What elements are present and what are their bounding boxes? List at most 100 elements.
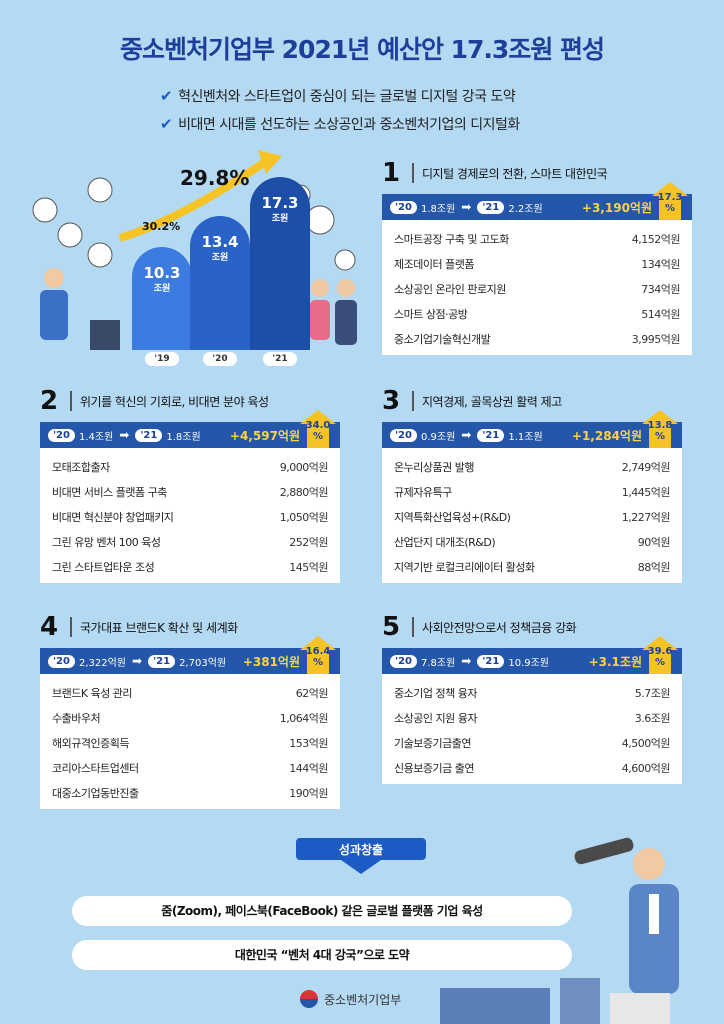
- year-label: '21: [263, 352, 297, 366]
- up-arrow-icon: 39.6%: [642, 636, 678, 676]
- item-name: 신용보증기금 출연: [394, 761, 474, 775]
- budget-2021: 1.1조원: [508, 431, 543, 443]
- budget-2020: 0.9조원: [420, 431, 456, 443]
- city-harbor-illustration: [440, 978, 670, 1024]
- section-5: 5 사회안전망으로서 정책금융 강화 '20 7.8조원 ➡ '21 10.9조원 +3.1조…: [382, 612, 682, 784]
- item-amount: 9,000억원: [279, 460, 329, 474]
- year-pill-2020: '20: [390, 428, 417, 442]
- item-amount: 3.6조원: [634, 711, 671, 725]
- growth-percent: 13.8%: [647, 420, 673, 442]
- section-divider: [412, 617, 414, 637]
- item-amount: 1,227억원: [621, 510, 671, 524]
- item-amount: 3,995억원: [631, 332, 681, 346]
- up-arrow-icon: 17.3%: [652, 182, 688, 222]
- list-item: 소상공인 온라인 판로지원 734억원: [394, 276, 680, 301]
- taegeuk-icon: [300, 990, 318, 1008]
- item-name: 코리아스타트업센터: [52, 761, 139, 775]
- item-name: 지역특화산업육성+(R&D): [394, 510, 511, 524]
- section-title: 국가대표 브랜드K 확산 및 세계화: [80, 620, 238, 635]
- subtitle-text: 혁신벤처와 스타트업이 중심이 되는 글로벌 디지털 강국 도약: [178, 89, 516, 105]
- section-1: 1 디지털 경제로의 전환, 스마트 대한민국 '20 1.8조원 ➡ '21 2.2조원 +…: [382, 158, 692, 355]
- check-icon: ✔: [160, 87, 173, 105]
- budget-increase: +1,284억원: [571, 428, 642, 443]
- item-name: 중소기업기술혁신개발: [394, 332, 491, 346]
- telescope-person-illustration: [574, 837, 679, 994]
- bar-0: 10.3 조원: [132, 247, 192, 350]
- list-item: 그린 유망 벤처 100 육성 252억원: [52, 529, 328, 554]
- section-number: 1: [382, 158, 401, 188]
- bar-unit: 조원: [271, 214, 289, 224]
- item-amount: 5.7조원: [634, 686, 671, 700]
- item-amount: 252억원: [289, 535, 328, 549]
- subtitle-text: 비대면 시대를 선도하는 소상공인과 중소벤처기업의 디지털화: [178, 117, 520, 133]
- item-amount: 2,880억원: [279, 485, 329, 499]
- item-name: 비대면 서비스 플랫폼 구축: [52, 485, 167, 499]
- budget-increase: +4,597억원: [229, 428, 300, 443]
- list-item: 산업단지 대개조(R&D) 90억원: [394, 529, 671, 554]
- bar-unit: 조원: [211, 253, 229, 263]
- section-title: 사회안전망으로서 정책금융 강화: [422, 620, 577, 635]
- year-pill-2021: '21: [477, 654, 505, 668]
- year-pill-2020: '20: [390, 200, 417, 214]
- outcome-item: 대한민국 “벤처 4대 강국”으로 도약: [72, 940, 572, 970]
- list-item: 코리아스타트업센터 144억원: [52, 755, 328, 780]
- year-pill-2021: '21: [477, 200, 505, 214]
- item-name: 해외규격인증획득: [52, 736, 129, 750]
- year-pill-2020: '20: [390, 654, 417, 668]
- item-amount: 134억원: [641, 257, 680, 271]
- page-title: 중소벤처기업부 2021년 예산안 17.3조원 편성: [119, 35, 605, 64]
- section-header: 5 사회안전망으로서 정책금융 강화: [382, 612, 682, 642]
- list-item: 그린 스타트업타운 조성 145억원: [52, 554, 328, 579]
- item-amount: 2,749억원: [621, 460, 671, 474]
- budget-2020: 7.8조원: [420, 657, 456, 669]
- item-name: 대중소기업동반진출: [52, 786, 139, 800]
- budget-comparison-band: '20 1.4조원 ➡ '21 1.8조원 +4,597억원 34.0%: [40, 410, 340, 448]
- subtitle-list: ✔ 혁신벤처와 스타트업이 중심이 되는 글로벌 디지털 강국 도약 ✔ 비대면…: [160, 86, 520, 142]
- list-item: 온누리상품권 발행 2,749억원: [394, 454, 671, 479]
- year-pill-2020: '20: [48, 654, 75, 668]
- list-item: 대중소기업동반진출 190억원: [52, 780, 328, 805]
- item-name: 중소기업 정책 융자: [394, 686, 477, 700]
- section-divider: [412, 163, 414, 183]
- ministry-name: 중소벤처기업부: [324, 992, 402, 1007]
- right-arrow-icon: ➡: [461, 654, 472, 668]
- list-item: 중소기업 정책 융자 5.7조원: [394, 680, 671, 705]
- budget-comparison-band: '20 7.8조원 ➡ '21 10.9조원 +3.1조원 39.6%: [382, 636, 682, 674]
- list-item: 모태조합출자 9,000억원: [52, 454, 329, 479]
- item-name: 그린 스타트업타운 조성: [52, 560, 155, 574]
- budget-2021: 2,703억원: [179, 657, 227, 669]
- item-name: 온누리상품권 발행: [394, 460, 474, 474]
- section-4: 4 국가대표 브랜드K 확산 및 세계화 '20 2,322억원 ➡ '21 2,703억원…: [40, 612, 340, 809]
- item-name: 브랜드K 육성 관리: [52, 686, 133, 700]
- up-arrow-icon: 13.8%: [642, 410, 678, 450]
- section-header: 2 위기를 혁신의 기회로, 비대면 분야 육성: [40, 386, 340, 416]
- item-name: 스마트 상점·공방: [394, 307, 468, 321]
- right-arrow-icon: ➡: [461, 428, 472, 442]
- right-arrow-icon: ➡: [461, 200, 472, 214]
- list-item: 소상공인 지원 융자 3.6조원: [394, 705, 671, 730]
- list-item: 비대면 서비스 플랫폼 구축 2,880억원: [52, 479, 329, 504]
- bar-2: 17.3 조원: [250, 177, 310, 350]
- item-name: 기술보증기금출연: [394, 736, 471, 750]
- item-list: 모태조합출자 9,000억원 비대면 서비스 플랫폼 구축 2,880억원 비대면 혁신…: [40, 448, 340, 583]
- year-pill-2021: '21: [135, 428, 163, 442]
- item-amount: 144억원: [289, 761, 328, 775]
- growth-percent: 34.0%: [305, 420, 331, 442]
- item-amount: 4,152억원: [631, 232, 681, 246]
- list-item: 수출바우처 1,064억원: [52, 705, 329, 730]
- list-item: 기술보증기금출연 4,500억원: [394, 730, 671, 755]
- list-item: 브랜드K 육성 관리 62억원: [52, 680, 329, 705]
- item-amount: 153억원: [289, 736, 328, 750]
- year-label: '19: [145, 352, 179, 366]
- list-item: 규제자유특구 1,445억원: [394, 479, 671, 504]
- year-pill-2021: '21: [148, 654, 176, 668]
- list-item: 중소기업기술혁신개발 3,995억원: [394, 326, 681, 351]
- section-number: 5: [382, 612, 401, 642]
- list-item: 지역기반 로컬크리에이터 활성화 88억원: [394, 554, 671, 579]
- item-amount: 1,064억원: [279, 711, 329, 725]
- item-amount: 514억원: [641, 307, 680, 321]
- list-item: 제조데이터 플랫폼 134억원: [394, 251, 680, 276]
- up-arrow-icon: 16.4%: [300, 636, 336, 676]
- item-amount: 62억원: [295, 686, 329, 700]
